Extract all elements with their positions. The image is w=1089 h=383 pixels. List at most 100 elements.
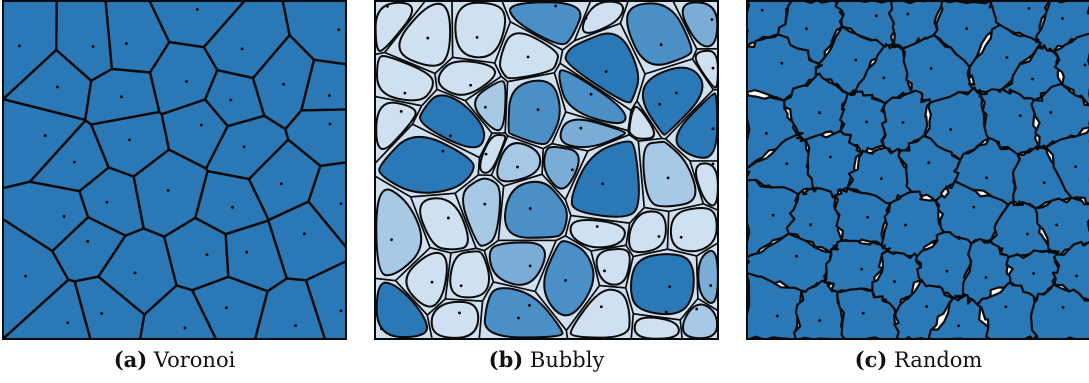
seed-point <box>282 82 285 86</box>
random-cell <box>824 239 890 294</box>
seed-point <box>1061 305 1065 309</box>
bubbly-cell <box>669 207 718 253</box>
seed-point <box>231 205 234 209</box>
seed-point <box>1005 56 1009 59</box>
seed-point <box>985 176 989 180</box>
panel-frame <box>746 0 1089 340</box>
bubbly-cell <box>543 240 595 317</box>
seed-point <box>449 134 452 138</box>
panel-frame <box>374 0 719 340</box>
seed-point <box>18 44 21 48</box>
seed-point <box>526 55 530 59</box>
bubbly-cell <box>595 247 631 286</box>
seed-point <box>595 225 599 228</box>
bubbly-cell <box>626 2 693 66</box>
bubbly-cell <box>558 69 627 125</box>
bubbly-cell <box>697 249 719 304</box>
random-cell <box>836 287 902 340</box>
seed-point <box>430 280 434 284</box>
bubbly-cell <box>642 140 697 208</box>
caption-voronoi: (a) Voronoi <box>2 347 347 372</box>
seed-point <box>536 108 540 112</box>
seed-point <box>604 70 608 73</box>
bubbly-cell <box>694 162 719 207</box>
seed-point <box>205 253 209 257</box>
seed-point <box>484 152 488 156</box>
bubbly-cell <box>543 146 580 190</box>
seed-point <box>459 284 463 288</box>
seed-point <box>906 12 910 16</box>
seed-point <box>1004 305 1008 309</box>
bubbly-cell <box>488 241 546 286</box>
seed-point <box>66 321 70 325</box>
random-cell <box>932 0 1002 69</box>
seed-point <box>24 274 27 278</box>
seed-point <box>242 145 246 149</box>
seed-point <box>809 223 813 227</box>
seed-point <box>860 267 863 271</box>
caption-bubbly: (b) Bubbly <box>374 347 719 372</box>
seed-point <box>666 176 670 180</box>
seed-point <box>302 232 306 236</box>
seed-point <box>475 36 479 39</box>
seed-point <box>957 324 961 328</box>
bubbly-cell <box>376 55 434 102</box>
bubbly-cell <box>564 32 640 104</box>
bubbly-cell <box>641 66 704 136</box>
bubbly-cell <box>437 60 497 96</box>
seed-point <box>984 276 988 279</box>
seed-point <box>945 269 949 273</box>
caption-random: (c) Random <box>746 347 1089 372</box>
seed-point <box>225 306 228 310</box>
seed-point <box>579 126 583 130</box>
seed-point <box>128 138 131 142</box>
bubbly-cell <box>675 92 719 159</box>
seed-point <box>403 91 407 95</box>
seed-point <box>483 105 487 109</box>
seed-point <box>458 311 461 315</box>
seed-point <box>100 312 104 315</box>
seed-point <box>949 128 953 131</box>
seed-point <box>447 216 450 220</box>
seed-point <box>866 215 870 219</box>
seed-point <box>328 122 332 126</box>
seed-point <box>599 305 603 309</box>
seed-point <box>818 111 821 115</box>
seed-point <box>294 324 297 328</box>
seed-point <box>879 177 883 181</box>
seed-point <box>795 254 799 258</box>
seed-point <box>1055 223 1059 227</box>
seed-point <box>972 205 976 209</box>
random-cell <box>833 187 892 247</box>
bubbly-cell <box>681 1 719 48</box>
bubbly-cell <box>694 49 719 89</box>
seed-point <box>829 155 832 159</box>
bubbly-cell <box>570 140 640 218</box>
seed-point <box>664 310 668 314</box>
seed-point <box>710 18 714 21</box>
seed-point <box>711 66 715 70</box>
seed-point <box>390 238 393 242</box>
seed-point <box>229 98 233 102</box>
bubbly-cell <box>569 218 626 249</box>
seed-point <box>554 4 558 8</box>
bubbly-cell <box>374 1 413 52</box>
seed-point <box>91 45 95 48</box>
bubbly-cell <box>581 0 625 34</box>
seed-point <box>925 305 929 308</box>
seed-point <box>183 326 187 330</box>
bubbly-cell <box>430 300 480 339</box>
caption-tag: (c) <box>854 347 888 372</box>
seed-point <box>56 85 59 89</box>
random-cell <box>967 23 1042 97</box>
bubbly-cell <box>628 105 656 140</box>
seed-point <box>73 160 76 164</box>
bubbly-cell <box>375 101 417 150</box>
seed-point <box>711 127 715 130</box>
seed-point <box>764 131 768 135</box>
seed-point <box>760 8 764 12</box>
seed-point <box>328 94 331 97</box>
seed-point <box>965 27 969 30</box>
seed-point <box>245 250 249 254</box>
seed-point <box>1026 232 1029 236</box>
